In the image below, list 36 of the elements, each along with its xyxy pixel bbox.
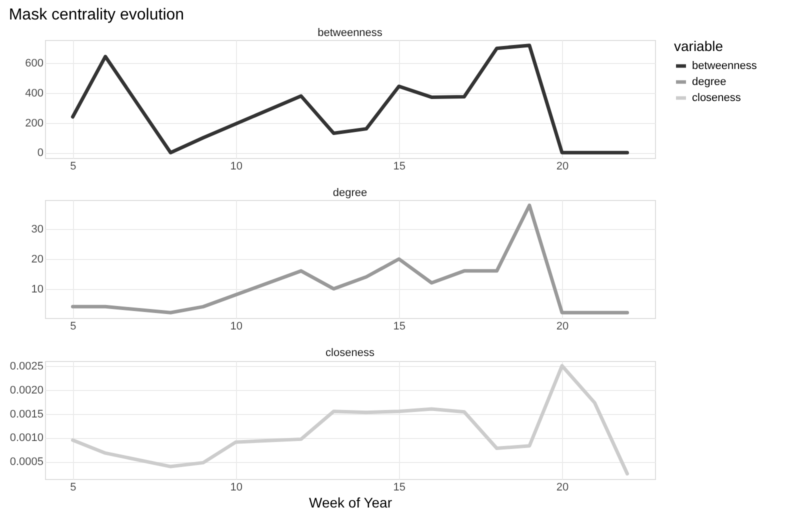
- x-tick-label: 15: [393, 160, 406, 172]
- chart-subtitle: betweenness: [318, 27, 383, 39]
- x-tick-label: 5: [70, 482, 76, 494]
- chart-subtitle: closeness: [326, 346, 375, 359]
- y-tick-label: 20: [31, 254, 44, 266]
- legend-label: closeness: [692, 92, 742, 104]
- legend-label: degree: [692, 76, 726, 88]
- line-series: [70, 204, 630, 314]
- chart-title: Mask centrality evolution: [8, 6, 184, 24]
- legend-title: variable: [674, 38, 724, 54]
- y-tick-label: 400: [25, 88, 44, 100]
- y-tick-label: 0.0020: [10, 384, 44, 396]
- legend-label: betweenness: [692, 60, 758, 72]
- x-tick-label: 15: [393, 482, 406, 494]
- y-tick-label: 10: [31, 283, 44, 296]
- x-axis-title: Week of Year: [308, 494, 392, 510]
- y-tick-label: 600: [25, 58, 44, 70]
- x-tick-label: 20: [556, 482, 569, 494]
- y-tick-label: 0.0015: [10, 408, 44, 420]
- line-series: [70, 44, 630, 154]
- x-tick-label: 15: [393, 320, 406, 332]
- x-tick-label: 5: [70, 160, 76, 172]
- y-tick-label: 0: [37, 147, 44, 160]
- y-tick-label: 0.0005: [10, 456, 44, 468]
- x-tick-label: 10: [230, 160, 242, 172]
- y-tick-label: 200: [25, 117, 44, 130]
- x-tick-label: 20: [556, 160, 569, 172]
- x-tick-label: 10: [230, 482, 242, 494]
- line-series: [70, 364, 630, 476]
- y-tick-label: 30: [31, 224, 44, 236]
- x-tick-label: 20: [556, 320, 569, 332]
- x-tick-label: 5: [70, 320, 76, 332]
- y-tick-label: 0.0025: [10, 360, 44, 372]
- x-tick-label: 10: [230, 320, 242, 332]
- y-tick-label: 0.0010: [10, 432, 44, 444]
- chart-subtitle: degree: [332, 187, 368, 199]
